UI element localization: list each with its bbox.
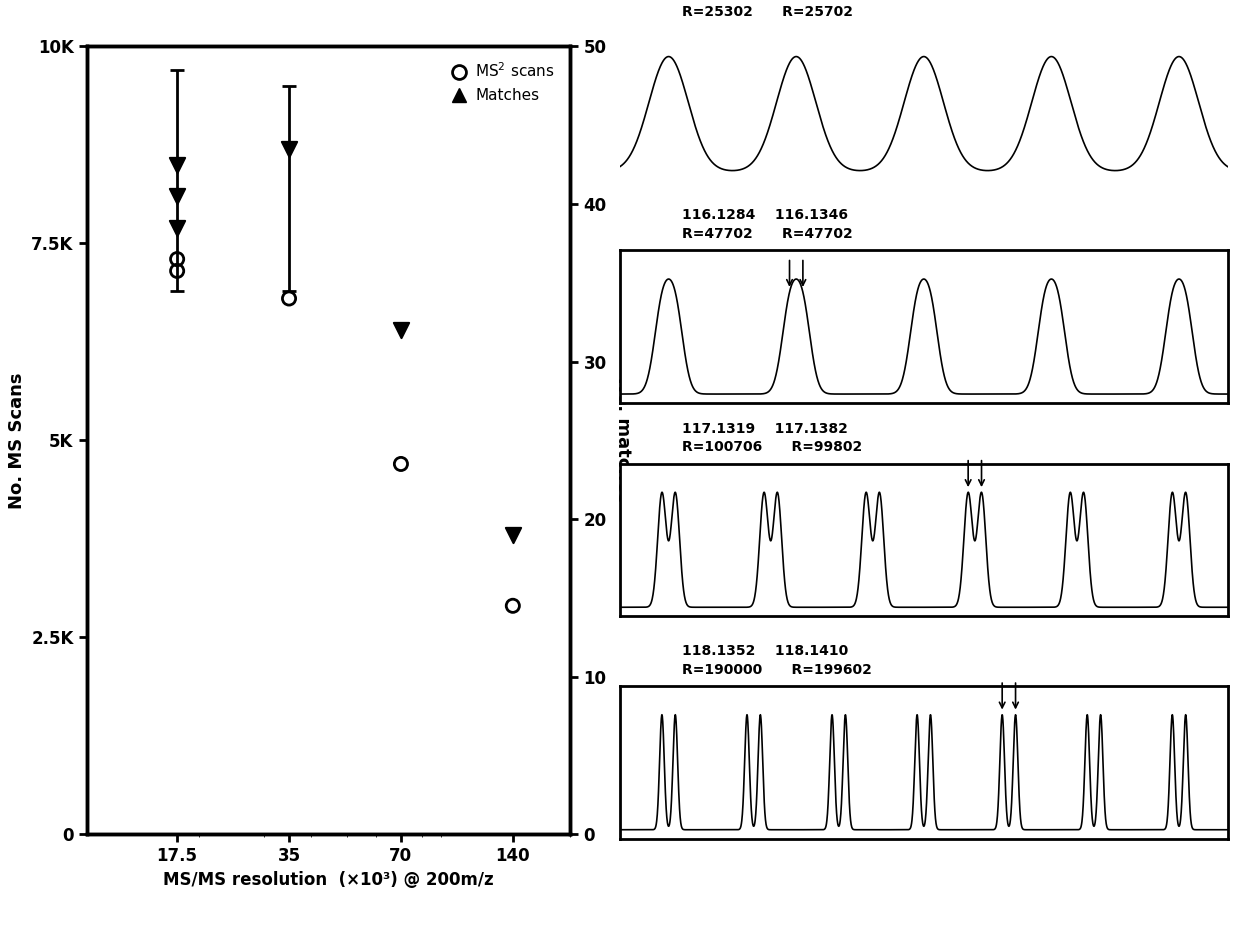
Point — [167, 221, 187, 235]
Point — [167, 263, 187, 278]
X-axis label: MS/MS resolution  (×10³) @ 200m/z: MS/MS resolution (×10³) @ 200m/z — [164, 871, 494, 889]
Legend: MS$^2$ scans, Matches: MS$^2$ scans, Matches — [441, 54, 563, 110]
Point — [391, 457, 410, 472]
Point — [167, 158, 187, 172]
Text: 116.1284    116.1346: 116.1284 116.1346 — [682, 209, 848, 222]
Point — [167, 189, 187, 204]
Point — [279, 142, 299, 157]
Text: 117.1319    117.1382: 117.1319 117.1382 — [682, 422, 848, 436]
Point — [391, 323, 410, 337]
Point — [167, 252, 187, 267]
Point — [503, 527, 523, 542]
Y-axis label: No. MS Scans: No. MS Scans — [7, 372, 26, 509]
Text: R=100706      R=99802: R=100706 R=99802 — [682, 440, 862, 454]
Text: 118.1352    118.1410: 118.1352 118.1410 — [682, 644, 848, 658]
Point — [503, 599, 523, 614]
Text: R=25302      R=25702: R=25302 R=25702 — [682, 5, 853, 19]
Y-axis label: No. matches: No. matches — [614, 377, 631, 503]
Point — [279, 291, 299, 306]
Text: R=47702      R=47702: R=47702 R=47702 — [682, 227, 853, 241]
Text: R=190000      R=199602: R=190000 R=199602 — [682, 663, 872, 677]
